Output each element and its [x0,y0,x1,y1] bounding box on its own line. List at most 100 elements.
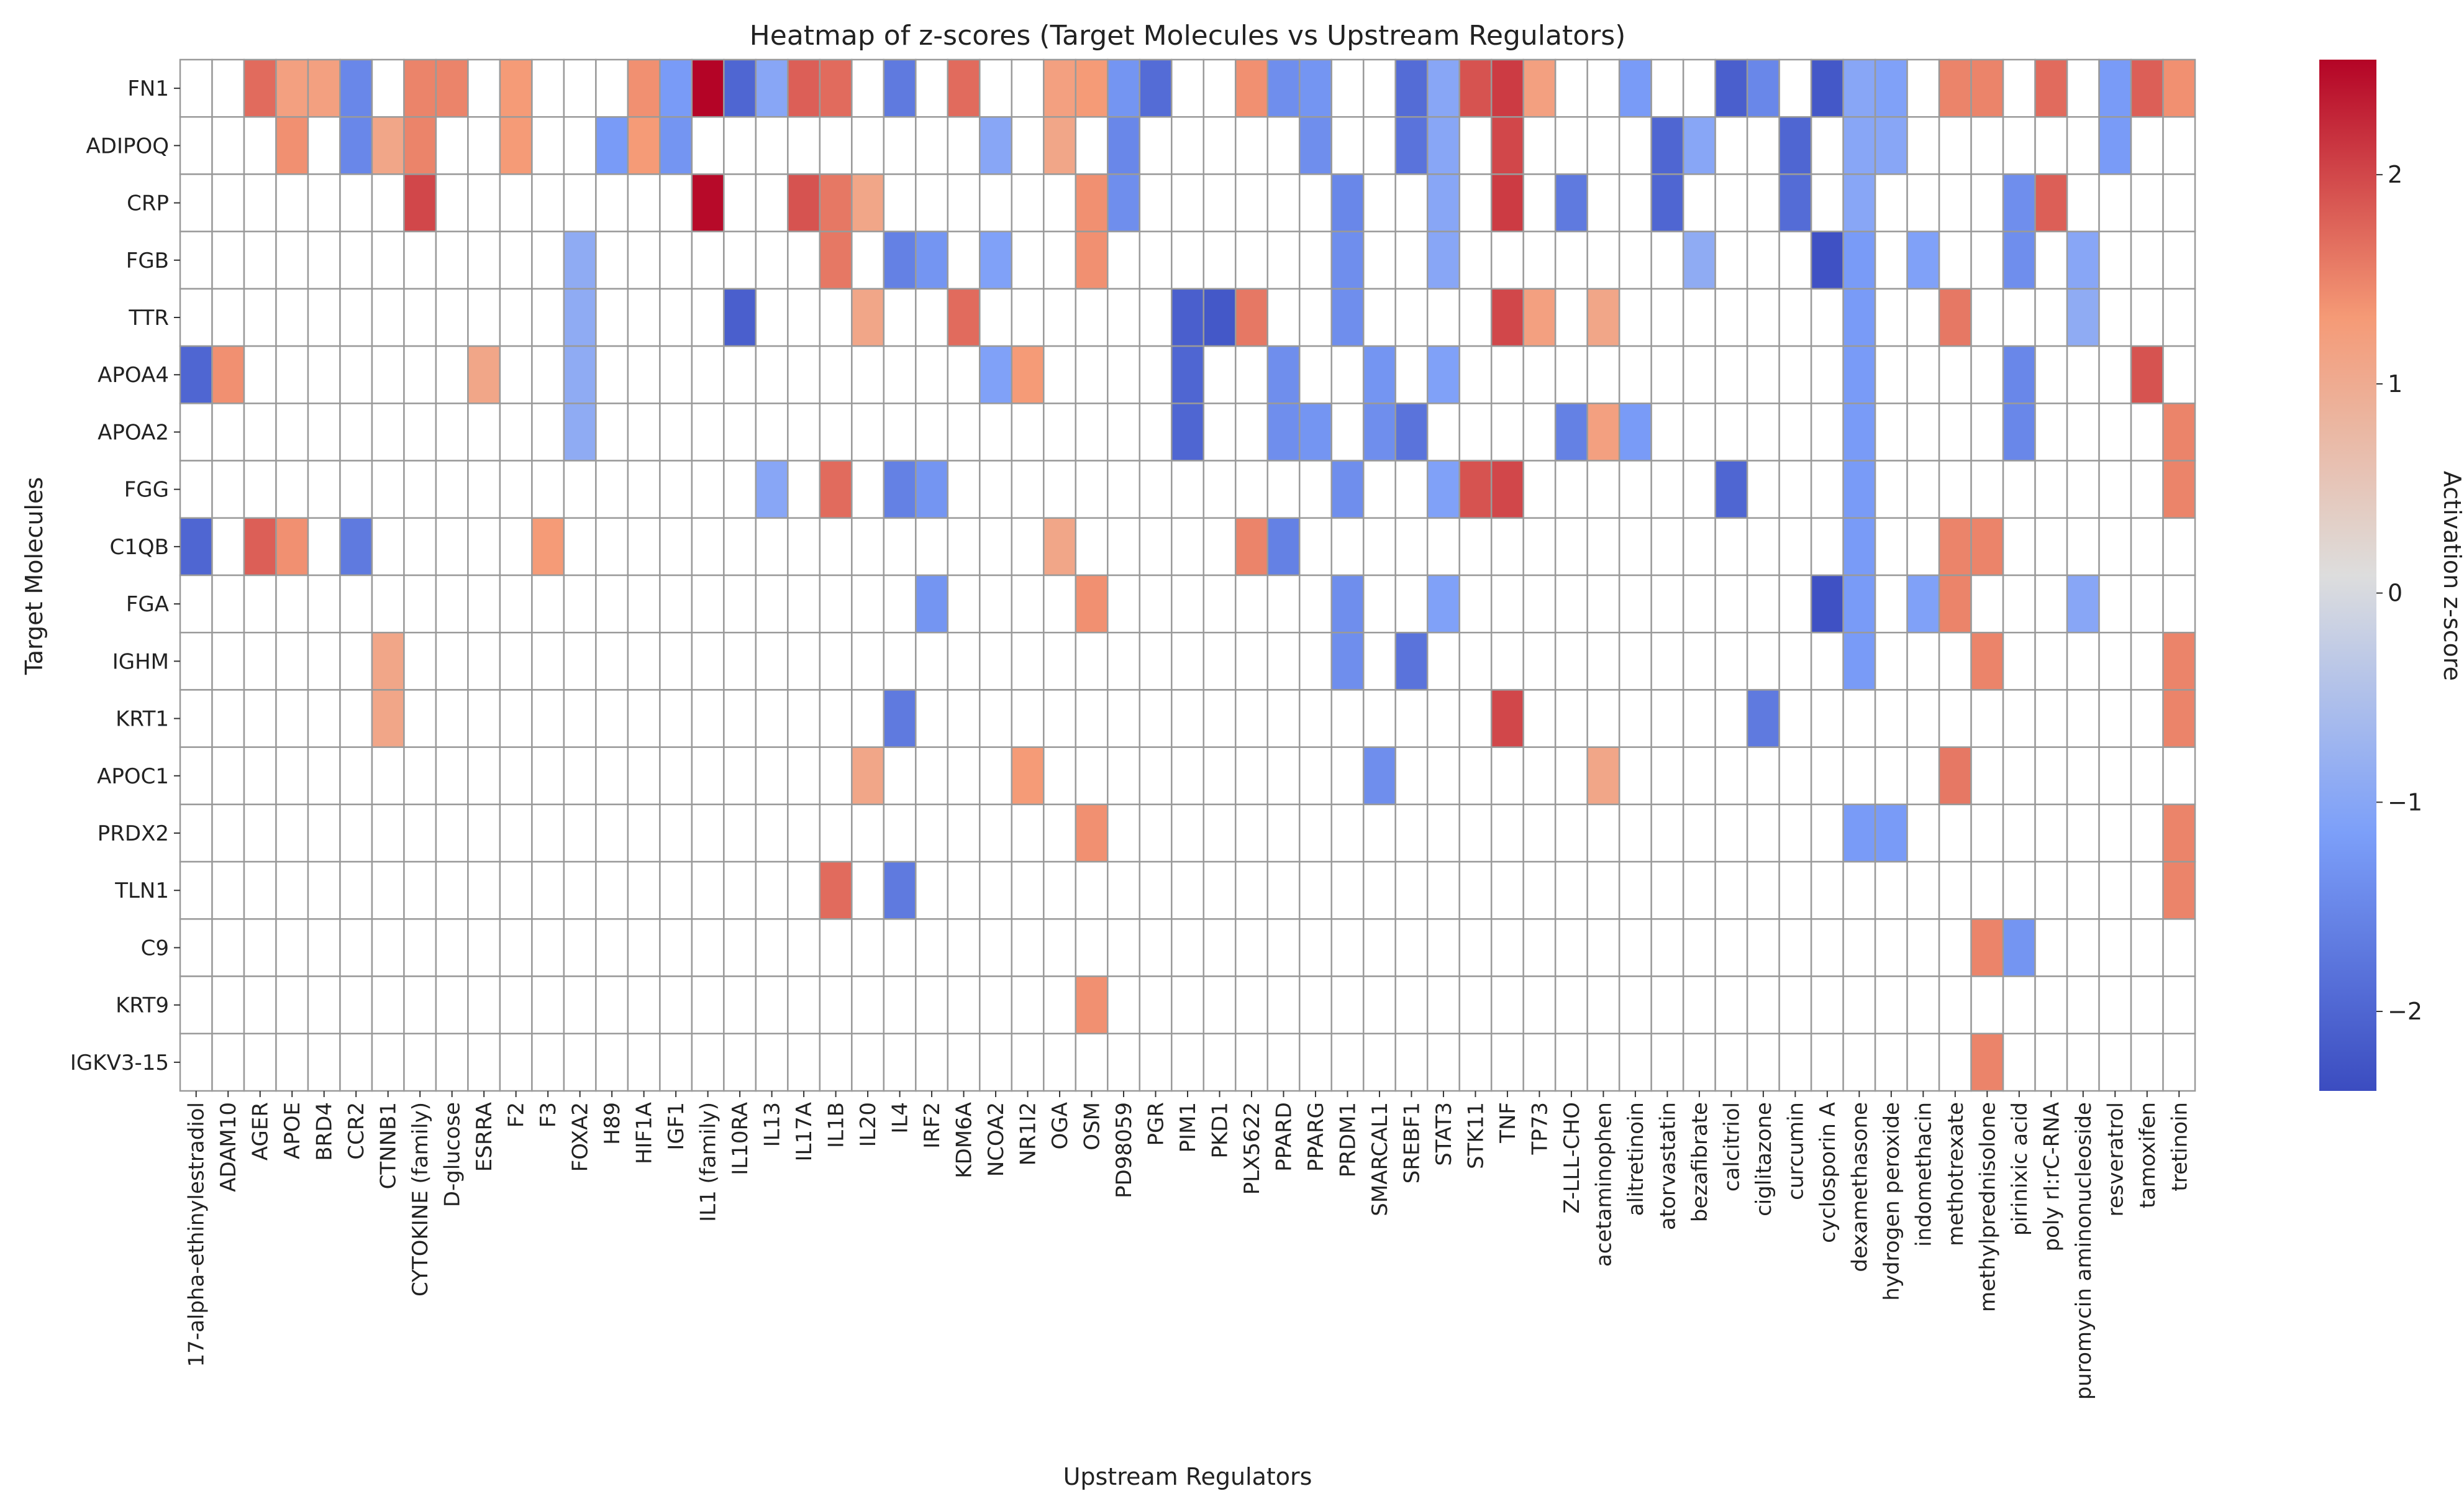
heatmap-cell-c1qb-tnf [1490,517,1524,577]
heatmap-cell-apoa4-ciglitazone [1746,345,1780,404]
heatmap-cell-ttr-apoe [275,288,309,347]
heatmap-cell-krt1-nr1i2 [1011,689,1045,748]
heatmap-cell-prdx2-il10ra [723,803,757,863]
heatmap-cell-fgb-ncoa2 [979,230,1013,290]
heatmap-cell-krt1-d-glucose [435,689,469,748]
heatmap-cell-apoc1-il13 [755,746,789,806]
heatmap-cell-fgg-il13 [755,460,789,519]
heatmap-cell-tln1-17-alpha-ethinylestradiol [179,860,213,920]
heatmap-cell-krt9-il4 [883,975,917,1035]
heatmap-cell-apoa2-pkd1 [1202,403,1237,462]
heatmap-cell-apoc1-plx5622 [1234,746,1268,806]
heatmap-cell-apoc1-pkd1 [1202,746,1237,806]
heatmap-cell-krt1-brd4 [307,689,341,748]
heatmap-cell-krt9-ppard [1266,975,1301,1035]
heatmap-cell-prdx2-pd98059 [1107,803,1141,863]
heatmap-cell-ttr-ctnnb1 [371,288,405,347]
heatmap-cell-fgg-il4 [883,460,917,519]
heatmap-cell-ttr-stk11 [1458,288,1493,347]
heatmap-cell-crp-methylprednisolone [1970,173,2004,232]
heatmap-cell-c9-adam10 [211,918,245,977]
heatmap-cell-c1qb-il4 [883,517,917,577]
heatmap-cell-fgb-adam10 [211,230,245,290]
heatmap-cell-apoc1-esrra [467,746,501,806]
heatmap-cell-krt1-pd98059 [1107,689,1141,748]
heatmap-cell-c9-pim1 [1171,918,1204,977]
heatmap-cell-apoa4-bezafibrate [1682,345,1716,404]
heatmap-cell-apoa2-cytokine-family [403,403,437,462]
heatmap-cell-adipoq-stk11 [1458,116,1493,175]
heatmap-cell-tln1-il10ra [723,860,757,920]
heatmap-cell-apoa4-il4 [883,345,917,404]
y-tick-label-igkv3-15: IGKV3-15 [70,1051,169,1075]
heatmap-cell-tln1-il20 [851,860,885,920]
heatmap-cell-apoa2-il20 [851,403,885,462]
heatmap-cell-krt9-stat3 [1426,975,1460,1035]
heatmap-cell-ighm-igf1 [659,631,693,691]
heatmap-cell-tln1-cytokine-family [403,860,437,920]
heatmap-cell-crp-tnf [1490,173,1524,232]
heatmap-cell-krt1-ciglitazone [1746,689,1780,748]
heatmap-cell-fgb-ccr2 [339,230,373,290]
heatmap-cell-ttr-cyclosporin-a [1810,288,1844,347]
heatmap-cell-igkv3-15-h89 [595,1033,629,1092]
heatmap-cell-apoc1-foxa2 [563,746,597,806]
heatmap-cell-apoa4-il10ra [723,345,757,404]
heatmap-cell-adipoq-osm [1075,116,1109,175]
heatmap-cell-adipoq-esrra [467,116,501,175]
heatmap-cell-fn1-igf1 [659,58,693,118]
x-tick-label-pkd1: PKD1 [1207,1102,1232,1159]
heatmap-cell-c9-resveratrol [2098,918,2132,977]
heatmap-cell-fgg-indomethacin [1906,460,1940,519]
heatmap-cell-tln1-ccr2 [339,860,373,920]
heatmap-cell-krt9-pd98059 [1107,975,1141,1035]
heatmap-cell-ttr-pparg [1298,288,1332,347]
heatmap-cell-apoa2-ccr2 [339,403,373,462]
heatmap-cell-fgg-hif1a [627,460,661,519]
heatmap-cell-tln1-pim1 [1171,860,1204,920]
heatmap-cell-fgb-bezafibrate [1682,230,1716,290]
heatmap-cell-tln1-oga [1043,860,1077,920]
x-tick-label-ctnnb1: CTNNB1 [376,1102,401,1189]
heatmap-cell-c9-tnf [1490,918,1524,977]
heatmap-cell-apoc1-poly-ri-rc-rna [2034,746,2068,806]
heatmap-cell-krt9-indomethacin [1906,975,1940,1035]
heatmap-cell-igkv3-15-pparg [1298,1033,1332,1092]
heatmap-cell-fn1-methylprednisolone [1970,58,2004,118]
heatmap-cell-ttr-tnf [1490,288,1524,347]
heatmap-cell-apoc1-adam10 [211,746,245,806]
heatmap-cell-fgg-ctnnb1 [371,460,405,519]
heatmap-cell-c9-pd98059 [1107,918,1141,977]
x-axis-label: Upstream Regulators [1063,1463,1312,1490]
heatmap-cell-krt9-ciglitazone [1746,975,1780,1035]
heatmap-cell-adipoq-z-lll-cho [1554,116,1588,175]
heatmap-cell-fgg-h89 [595,460,629,519]
heatmap-cell-fn1-ager [243,58,277,118]
heatmap-cell-ighm-oga [1043,631,1077,691]
heatmap-cell-tln1-il17a [787,860,821,920]
heatmap-cell-fga-resveratrol [2098,574,2132,634]
heatmap-cell-adipoq-igf1 [659,116,693,175]
heatmap-cell-crp-pkd1 [1202,173,1237,232]
heatmap-cell-apoc1-ppard [1266,746,1301,806]
heatmap-cell-fgb-ppard [1266,230,1301,290]
heatmap-cell-crp-adam10 [211,173,245,232]
heatmap-cell-prdx2-tretinoin [2162,803,2196,863]
heatmap-cell-prdx2-methylprednisolone [1970,803,2004,863]
heatmap-cell-c1qb-acetaminophen [1586,517,1621,577]
heatmap-cell-fga-srebf1 [1394,574,1429,634]
heatmap-cell-igkv3-15-atorvastatin [1650,1033,1684,1092]
heatmap-cell-apoc1-z-lll-cho [1554,746,1588,806]
heatmap-cell-ighm-ncoa2 [979,631,1013,691]
heatmap-cell-fga-atorvastatin [1650,574,1684,634]
heatmap-cell-c1qb-kdm6a [947,517,981,577]
heatmap-cell-prdx2-curcumin [1778,803,1812,863]
heatmap-cell-ighm-methylprednisolone [1970,631,2004,691]
heatmap-cell-c9-igf1 [659,918,693,977]
heatmap-cell-apoa4-pim1 [1171,345,1204,404]
heatmap-cell-c1qb-alitretinoin [1618,517,1652,577]
heatmap-cell-tln1-pd98059 [1107,860,1141,920]
heatmap-cell-apoa4-brd4 [307,345,341,404]
heatmap-cell-apoa2-plx5622 [1234,403,1268,462]
x-tick-label-hif1a: HIF1A [632,1102,657,1164]
